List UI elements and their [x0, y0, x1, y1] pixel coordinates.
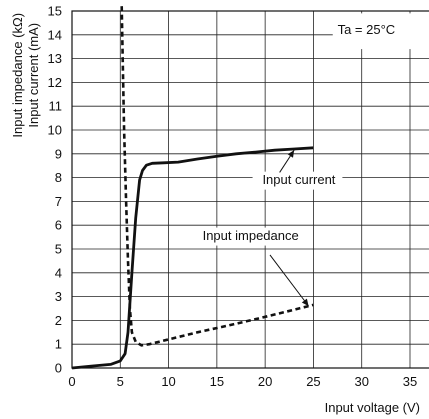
- y-tick-label: 1: [55, 337, 62, 352]
- x-tick-label: 15: [210, 374, 224, 389]
- x-tick-label: 5: [117, 374, 124, 389]
- y-tick-label: 12: [48, 75, 62, 90]
- annotation-arrowhead: [301, 298, 309, 307]
- y-tick-label: 8: [55, 170, 62, 185]
- condition-label: Ta = 25°C: [338, 22, 396, 37]
- annotation-arrowhead: [287, 150, 295, 158]
- x-axis-label: Input voltage (V): [325, 400, 420, 415]
- y-tick-label: 11: [49, 99, 63, 114]
- y-axis-label-current: Input current (mA): [26, 23, 41, 128]
- annotation-label: Input current: [262, 172, 335, 187]
- y-tick-label: 0: [55, 361, 62, 376]
- condition-box: Ta = 25°C: [332, 13, 429, 50]
- y-tick-label: 3: [55, 289, 62, 304]
- x-tick-label: 20: [258, 374, 272, 389]
- series-line-input-impedance: [120, 6, 314, 347]
- series-line-input-current: [71, 146, 314, 370]
- y-tick-label: 7: [55, 194, 62, 209]
- grid: [71, 10, 429, 369]
- x-tick-label: 25: [306, 374, 320, 389]
- condition-box-bg: [332, 13, 429, 50]
- y-tick-label: 10: [48, 123, 62, 138]
- y-tick-label: 6: [55, 218, 62, 233]
- x-tick-label: 35: [403, 374, 417, 389]
- x-tick-label: 10: [161, 374, 175, 389]
- y-tick-label: 9: [55, 146, 62, 161]
- y-axis-label-impedance: Input impedance (kΩ): [10, 13, 25, 138]
- plot-frame: [71, 10, 429, 369]
- y-tick-label: 5: [55, 242, 62, 257]
- annotation-bg: [252, 171, 343, 190]
- y-tick-label: 13: [48, 51, 62, 66]
- annotation-label: Input impedance: [203, 228, 299, 243]
- y-tick-label: 2: [55, 313, 62, 328]
- x-tick-labels: 0 5 10 15 20 25 30 35: [68, 374, 417, 389]
- x-tick-label: 30: [354, 374, 368, 389]
- annotation-arrow-line: [269, 254, 309, 307]
- annotations: Input current Input impedance: [195, 149, 343, 307]
- x-tick-label: 0: [68, 374, 75, 389]
- y-tick-label: 14: [48, 27, 62, 42]
- y-tick-label: 15: [48, 4, 62, 19]
- annotation-bg: [195, 227, 306, 246]
- series-group: [71, 6, 314, 370]
- y-tick-label: 4: [55, 265, 62, 280]
